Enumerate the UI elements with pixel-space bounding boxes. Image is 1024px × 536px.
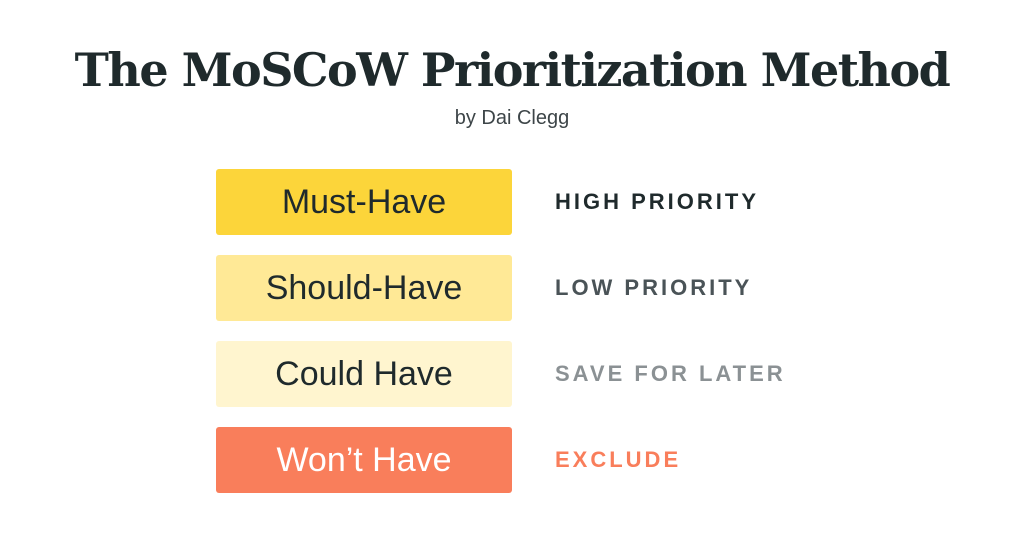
must-have-badge: Must-Have xyxy=(216,169,512,235)
could-have-priority: SAVE FOR LATER xyxy=(555,361,786,386)
moscow-rows: Must-Have HIGH PRIORITY Should-Have LOW … xyxy=(216,169,856,513)
diagram-subtitle: by Dai Clegg xyxy=(454,107,570,129)
should-have-priority: LOW PRIORITY xyxy=(555,275,753,300)
could-have-badge: Could Have xyxy=(216,341,512,407)
row-should-have: Should-Have LOW PRIORITY xyxy=(216,255,856,321)
diagram-title: The MoSCoW Prioritization Method xyxy=(74,43,951,97)
should-have-badge: Should-Have xyxy=(216,255,512,321)
wont-have-badge: Won’t Have xyxy=(216,427,512,493)
row-could-have: Could Have SAVE FOR LATER xyxy=(216,341,856,407)
wont-have-priority: EXCLUDE xyxy=(555,447,682,472)
must-have-priority: HIGH PRIORITY xyxy=(555,189,760,214)
row-must-have: Must-Have HIGH PRIORITY xyxy=(216,169,856,235)
row-wont-have: Won’t Have EXCLUDE xyxy=(216,427,856,493)
